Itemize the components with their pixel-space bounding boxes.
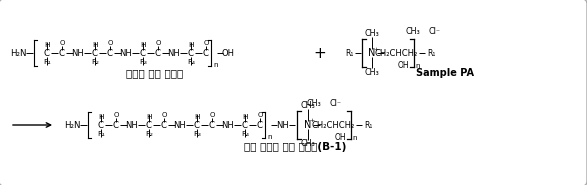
Text: H: H bbox=[146, 114, 152, 120]
Text: 변성 단백질 가수 분해물(B-1): 변성 단백질 가수 분해물(B-1) bbox=[244, 142, 346, 152]
Text: C: C bbox=[59, 48, 65, 58]
Text: Cl⁻: Cl⁻ bbox=[330, 98, 342, 107]
Text: CH₃: CH₃ bbox=[365, 28, 379, 38]
Text: CH₃: CH₃ bbox=[365, 68, 379, 77]
Text: R₃: R₃ bbox=[139, 59, 147, 65]
Text: C: C bbox=[203, 48, 209, 58]
Text: NH: NH bbox=[174, 120, 187, 130]
Text: C: C bbox=[92, 48, 98, 58]
Text: C: C bbox=[257, 120, 263, 130]
Text: R₁: R₁ bbox=[427, 48, 435, 58]
Text: C: C bbox=[146, 120, 152, 130]
Text: n: n bbox=[353, 135, 357, 141]
Text: CH₃: CH₃ bbox=[301, 100, 315, 110]
Text: N: N bbox=[304, 120, 312, 130]
Text: n: n bbox=[268, 134, 272, 140]
Text: R₁: R₁ bbox=[364, 120, 372, 130]
Text: H: H bbox=[92, 42, 98, 48]
Text: H: H bbox=[98, 114, 104, 120]
Text: H: H bbox=[194, 114, 200, 120]
Text: N: N bbox=[368, 48, 376, 58]
Text: R₁: R₁ bbox=[43, 59, 51, 65]
Text: C: C bbox=[242, 120, 248, 130]
Text: C: C bbox=[188, 48, 194, 58]
Text: R₁: R₁ bbox=[97, 131, 105, 137]
Text: CH₂CHCH₂: CH₂CHCH₂ bbox=[375, 48, 417, 58]
Text: R₂: R₂ bbox=[91, 59, 99, 65]
Text: Sample PA: Sample PA bbox=[416, 68, 474, 78]
Text: C: C bbox=[98, 120, 104, 130]
Text: H: H bbox=[44, 42, 50, 48]
Text: NH: NH bbox=[72, 48, 85, 58]
Text: n: n bbox=[416, 63, 420, 69]
Text: O: O bbox=[113, 112, 119, 118]
Text: O: O bbox=[107, 40, 113, 46]
Text: R₄: R₄ bbox=[241, 131, 249, 137]
Text: NH: NH bbox=[120, 48, 133, 58]
Text: OH: OH bbox=[334, 132, 346, 142]
Text: CH₂CHCH₂: CH₂CHCH₂ bbox=[311, 120, 355, 130]
Text: 단백질 가수 분해물: 단백질 가수 분해물 bbox=[126, 68, 184, 78]
Text: NH: NH bbox=[126, 120, 139, 130]
Text: C: C bbox=[113, 120, 119, 130]
Text: C: C bbox=[140, 48, 146, 58]
Text: C: C bbox=[107, 48, 113, 58]
Text: n: n bbox=[214, 62, 218, 68]
Text: O: O bbox=[161, 112, 167, 118]
Text: C: C bbox=[44, 48, 50, 58]
Text: C: C bbox=[194, 120, 200, 130]
Text: NH: NH bbox=[276, 120, 289, 130]
Text: H: H bbox=[140, 42, 146, 48]
Text: NH: NH bbox=[168, 48, 180, 58]
Text: R₄: R₄ bbox=[187, 59, 195, 65]
Text: H: H bbox=[242, 114, 248, 120]
Text: C: C bbox=[161, 120, 167, 130]
Text: OH: OH bbox=[397, 60, 409, 70]
Text: R₁: R₁ bbox=[345, 48, 353, 58]
Text: O: O bbox=[257, 112, 263, 118]
Text: +: + bbox=[313, 46, 326, 60]
Text: +: + bbox=[309, 119, 315, 124]
Text: O: O bbox=[59, 40, 65, 46]
Text: O: O bbox=[203, 40, 209, 46]
Text: OH: OH bbox=[221, 48, 234, 58]
Text: R₃: R₃ bbox=[193, 131, 201, 137]
Text: CH₃: CH₃ bbox=[306, 98, 321, 107]
Text: Cl⁻: Cl⁻ bbox=[429, 26, 441, 36]
Text: O: O bbox=[156, 40, 161, 46]
Text: H₂N: H₂N bbox=[10, 48, 26, 58]
Text: C: C bbox=[155, 48, 161, 58]
Text: CH₃: CH₃ bbox=[301, 139, 315, 149]
Text: O: O bbox=[210, 112, 215, 118]
Text: H: H bbox=[188, 42, 194, 48]
Text: C: C bbox=[209, 120, 215, 130]
Text: H₂N: H₂N bbox=[64, 120, 80, 130]
Text: NH: NH bbox=[222, 120, 234, 130]
Text: CH₃: CH₃ bbox=[406, 26, 420, 36]
Text: R₂: R₂ bbox=[145, 131, 153, 137]
Text: +: + bbox=[373, 46, 379, 51]
